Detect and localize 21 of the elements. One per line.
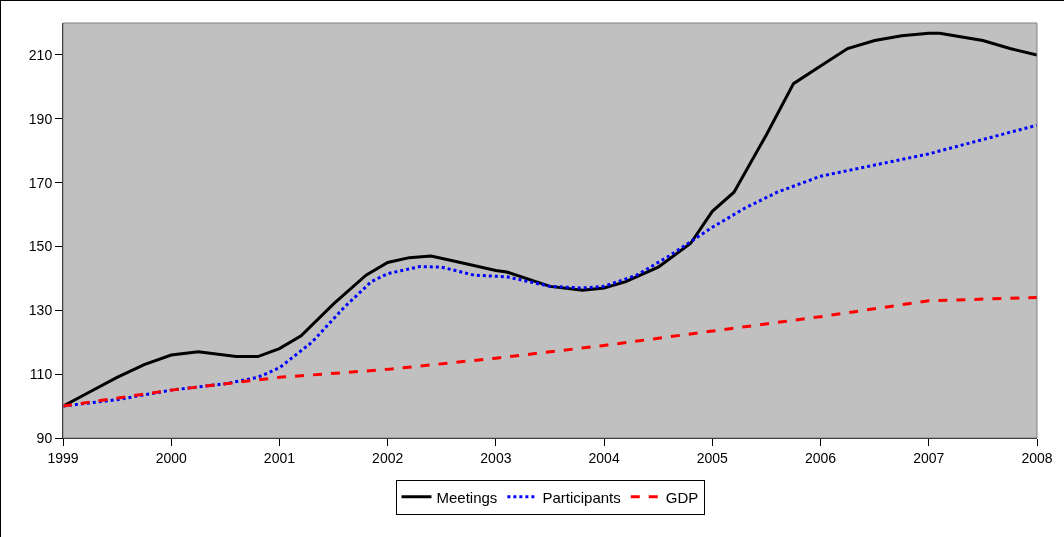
y-tick-label: 110 [29, 366, 53, 383]
y-tick-label: 190 [28, 110, 53, 127]
y-tick-label: 170 [28, 174, 53, 191]
x-tick-label: 2007 [913, 449, 945, 466]
legend-label: Meetings [436, 488, 498, 506]
y-tick-label: 150 [28, 238, 53, 255]
x-tick-label: 2006 [804, 449, 837, 466]
legend-label: GDP [665, 488, 699, 506]
y-tick-label: 130 [28, 302, 53, 319]
y-tick-label: 90 [36, 429, 53, 446]
y-tick-label: 210 [28, 46, 53, 63]
x-tick-label: 2001 [263, 449, 296, 466]
line-series [63, 296, 1037, 408]
x-tick-label: 1999 [47, 449, 79, 466]
x-tick-label: 2008 [1021, 449, 1053, 466]
legend-label: Participants [542, 488, 621, 506]
x-tick-label: 2003 [480, 449, 512, 466]
x-tick-label: 2002 [372, 449, 404, 466]
x-tick-label: 2005 [696, 449, 729, 466]
x-tick-label: 2004 [588, 449, 620, 466]
x-tick-label: 2000 [155, 449, 187, 466]
